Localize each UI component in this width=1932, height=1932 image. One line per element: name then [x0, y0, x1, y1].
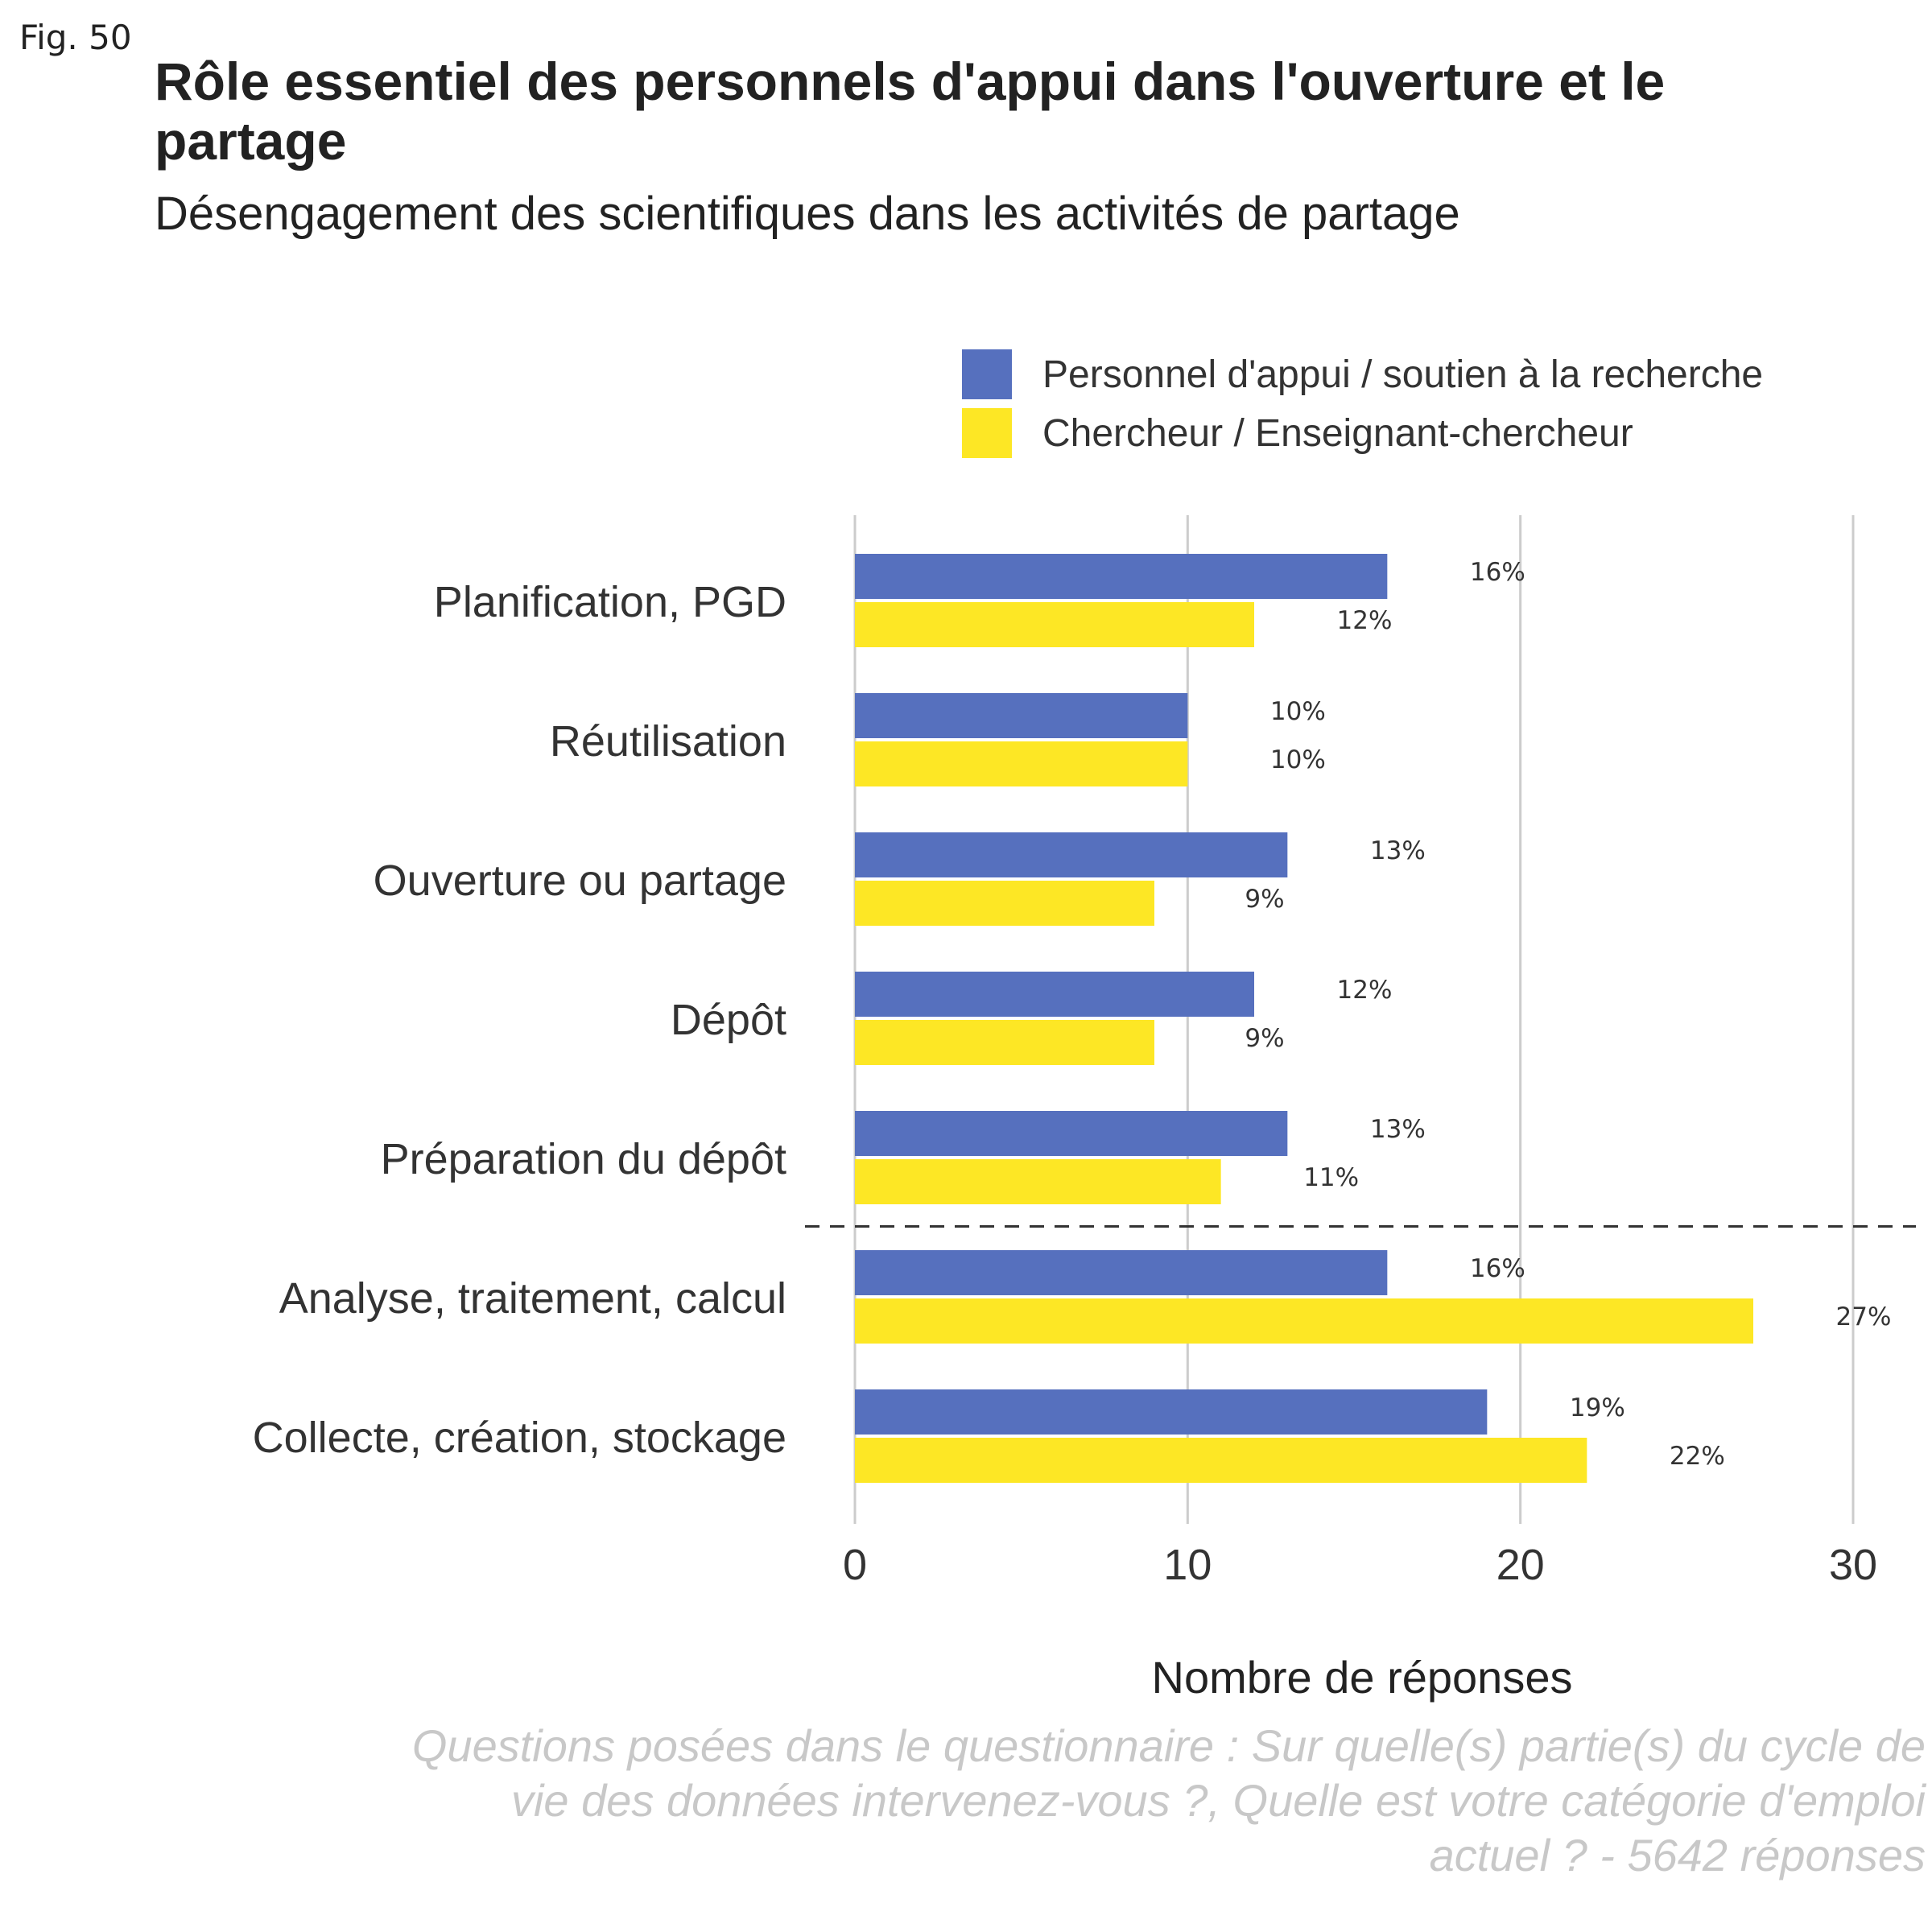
bar [855, 972, 1254, 1017]
data-label: 13% [1370, 1115, 1426, 1144]
bar [855, 693, 1188, 738]
x-tick-label: 0 [843, 1541, 867, 1589]
bar [855, 741, 1188, 786]
legend-swatch-support-staff [962, 349, 1012, 399]
legend-swatch-researcher [962, 408, 1012, 458]
chart-title: Rôle essentiel des personnels d'appui da… [155, 52, 1666, 171]
bar [855, 881, 1154, 926]
data-label: 9% [1245, 885, 1284, 914]
category-label: Ouverture ou partage [374, 857, 786, 905]
category-label: Planification, PGD [434, 578, 786, 626]
bar [855, 1298, 1753, 1344]
data-label: 10% [1270, 697, 1326, 726]
bar [855, 1159, 1221, 1204]
category-label: Collecte, création, stockage [253, 1414, 786, 1462]
bar [855, 1020, 1154, 1065]
x-tick-label: 20 [1496, 1541, 1545, 1589]
data-label: 9% [1245, 1024, 1284, 1053]
data-label: 11% [1303, 1163, 1359, 1192]
x-axis-title: Nombre de réponses [1152, 1652, 1573, 1703]
data-label: 12% [1337, 976, 1393, 1005]
data-label: 13% [1370, 836, 1426, 865]
x-tick-labels: 0 10 20 30 [843, 1541, 1877, 1589]
bar [855, 1438, 1587, 1483]
caption: Questions posées dans le questionnaire :… [411, 1720, 1926, 1880]
data-label: 22% [1670, 1442, 1725, 1471]
data-labels: 16% 12% 10% 10% 13% 9% 12% 9% 13% 11% 16% 27% 19% 22% [1245, 558, 1891, 1471]
data-label: 12% [1337, 606, 1393, 635]
bar [855, 1250, 1388, 1295]
category-labels: Planification, PGD Réutilisation Ouverture… [253, 578, 786, 1462]
bar [855, 602, 1254, 647]
bar [855, 832, 1288, 877]
category-label: Réutilisation [550, 717, 786, 766]
x-tick-label: 10 [1163, 1541, 1212, 1589]
legend-label-researcher: Chercheur / Enseignant-chercheur [1042, 411, 1633, 455]
grid-lines [853, 515, 1855, 1524]
figure-number: Fig. 50 [19, 18, 132, 57]
category-label: Dépôt [671, 996, 786, 1044]
bar [855, 554, 1388, 599]
data-label: 10% [1270, 745, 1326, 774]
bar [855, 1111, 1288, 1156]
bar [855, 1389, 1488, 1435]
data-label: 19% [1570, 1393, 1625, 1422]
category-label: Analyse, traitement, calcul [279, 1274, 786, 1323]
data-label: 27% [1836, 1302, 1892, 1331]
legend-item-researcher: Chercheur / Enseignant-chercheur [962, 408, 1633, 458]
data-label: 16% [1470, 558, 1525, 587]
legend-label-support-staff: Personnel d'appui / soutien à la recherc… [1042, 353, 1764, 396]
x-tick-label: 30 [1829, 1541, 1877, 1589]
legend-item-support-staff: Personnel d'appui / soutien à la recherc… [962, 349, 1764, 399]
chart-subtitle: Désengagement des scientifiques dans les… [155, 188, 1460, 240]
data-label: 16% [1470, 1254, 1525, 1283]
bars [855, 554, 1753, 1483]
category-label: Préparation du dépôt [381, 1135, 786, 1183]
